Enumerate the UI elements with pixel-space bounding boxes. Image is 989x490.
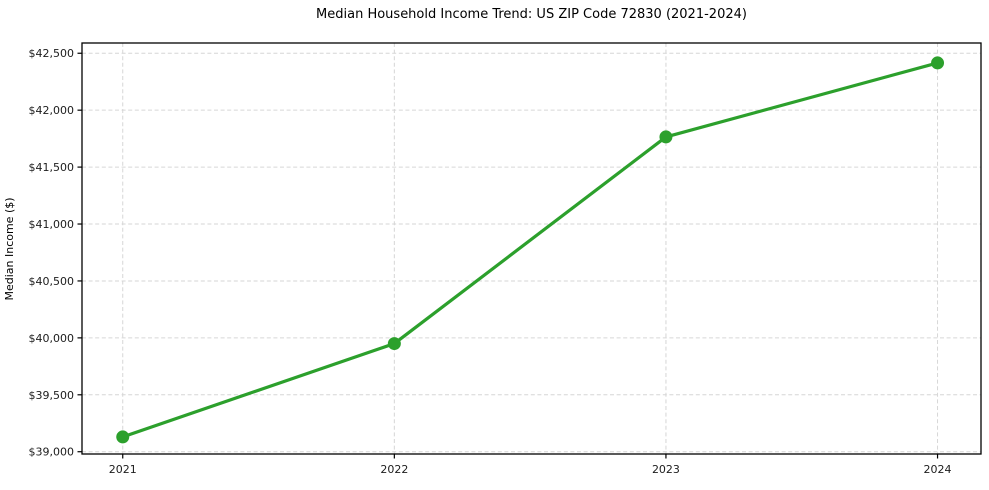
plot-border [81, 42, 982, 455]
income-trend-line [121, 61, 940, 439]
data-point-marker [659, 130, 673, 144]
y-tick-label: $40,000 [29, 332, 75, 345]
y-tick-label: $42,000 [29, 104, 75, 117]
x-tick-label: 2023 [652, 463, 680, 476]
data-point-marker [116, 430, 130, 444]
x-tick-label: 2021 [109, 463, 137, 476]
y-tick-label: $41,500 [29, 161, 75, 174]
y-tick-label: $40,500 [29, 275, 75, 288]
y-tick-label: $41,000 [29, 218, 75, 231]
y-tick-label: $42,500 [29, 47, 75, 60]
x-tick-label: 2024 [924, 463, 952, 476]
y-tick-label: $39,500 [29, 389, 75, 402]
y-tick-label: $39,000 [29, 446, 75, 459]
chart-title: Median Household Income Trend: US ZIP Co… [316, 7, 747, 22]
data-point-marker [931, 56, 945, 70]
x-tick-label: 2022 [380, 463, 408, 476]
data-point-marker [387, 337, 401, 351]
